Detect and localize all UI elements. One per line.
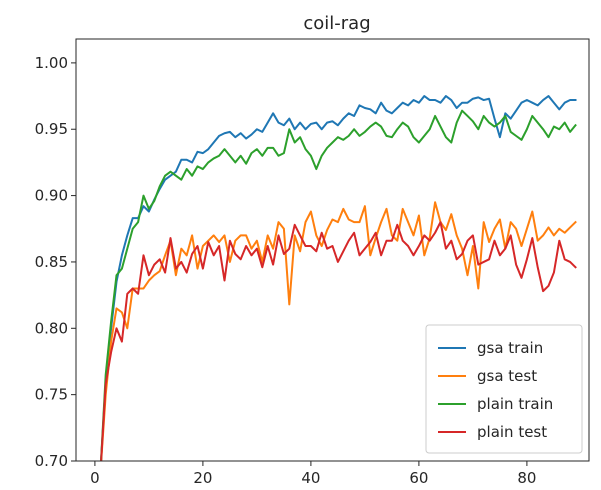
series-line-plain-train xyxy=(100,109,577,461)
x-tick-label: 40 xyxy=(301,469,320,487)
y-tick-label: 0.90 xyxy=(35,187,68,205)
y-tick-label: 1.00 xyxy=(35,54,68,72)
y-tick-label: 0.80 xyxy=(35,319,68,337)
y-tick-label: 0.85 xyxy=(35,253,68,271)
x-tick-label: 20 xyxy=(193,469,212,487)
plot-frame xyxy=(75,38,590,462)
y-axis: 0.70 0.75 0.80 0.85 0.90 0.95 1.00 xyxy=(35,54,76,470)
series-line-plain-test xyxy=(100,221,577,461)
legend-label: plain train xyxy=(477,395,553,413)
x-tick-label: 80 xyxy=(517,469,536,487)
y-tick-label: 0.70 xyxy=(35,452,68,470)
legend-label: gsa test xyxy=(477,367,537,385)
legend: gsa train gsa test plain train plain test xyxy=(425,324,583,454)
series-layer xyxy=(100,95,577,461)
chart-title: coil-rag xyxy=(303,13,370,34)
x-axis: 0 20 40 60 80 xyxy=(90,461,536,487)
x-tick-label: 0 xyxy=(90,469,100,487)
series-line-gsa-test xyxy=(100,201,577,461)
y-tick-label: 0.75 xyxy=(35,386,68,404)
y-tick-label: 0.95 xyxy=(35,120,68,138)
legend-label: plain test xyxy=(477,423,547,441)
x-tick-label: 60 xyxy=(409,469,428,487)
legend-label: gsa train xyxy=(477,339,543,357)
legend-box xyxy=(425,324,583,454)
